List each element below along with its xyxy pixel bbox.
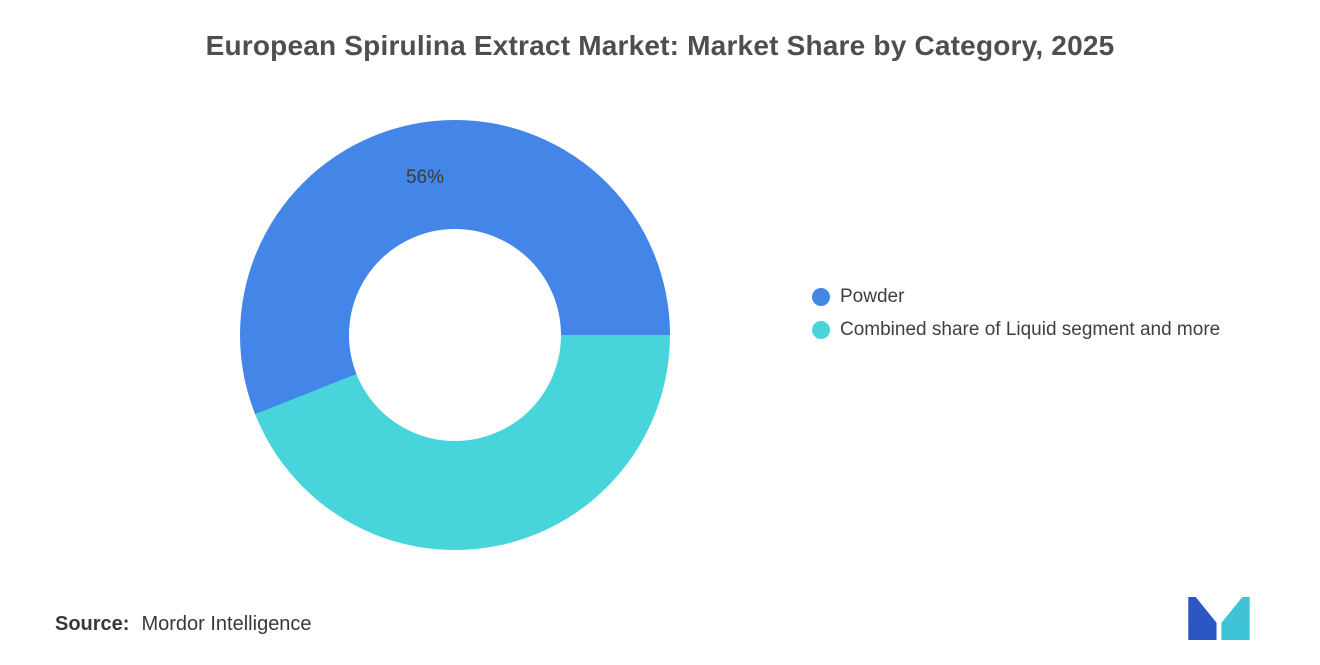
legend-item[interactable]: Combined share of Liquid segment and mor… (812, 319, 1220, 341)
legend-swatch-icon (812, 288, 830, 306)
legend-item[interactable]: Powder (812, 286, 1220, 308)
legend-swatch-icon (812, 321, 830, 339)
chart-title: European Spirulina Extract Market: Marke… (205, 30, 1115, 61)
legend-label: Powder (840, 286, 905, 307)
legend-label: Combined share of Liquid segment and mor… (840, 319, 1221, 340)
logo-left-shape (1188, 597, 1217, 640)
donut-hole (349, 229, 561, 441)
donut-chart: 56% (240, 120, 670, 550)
source-text: Mordor Intelligence (141, 613, 312, 635)
mordor-intelligence-logo (1188, 597, 1250, 640)
slice-data-label: 56% (405, 166, 444, 188)
logo-right-shape (1221, 597, 1250, 640)
source-line: Source: Mordor Intelligence (55, 613, 312, 636)
legend: Powder Combined share of Liquid segment … (812, 286, 1220, 341)
source-prefix: Source: (55, 613, 130, 635)
